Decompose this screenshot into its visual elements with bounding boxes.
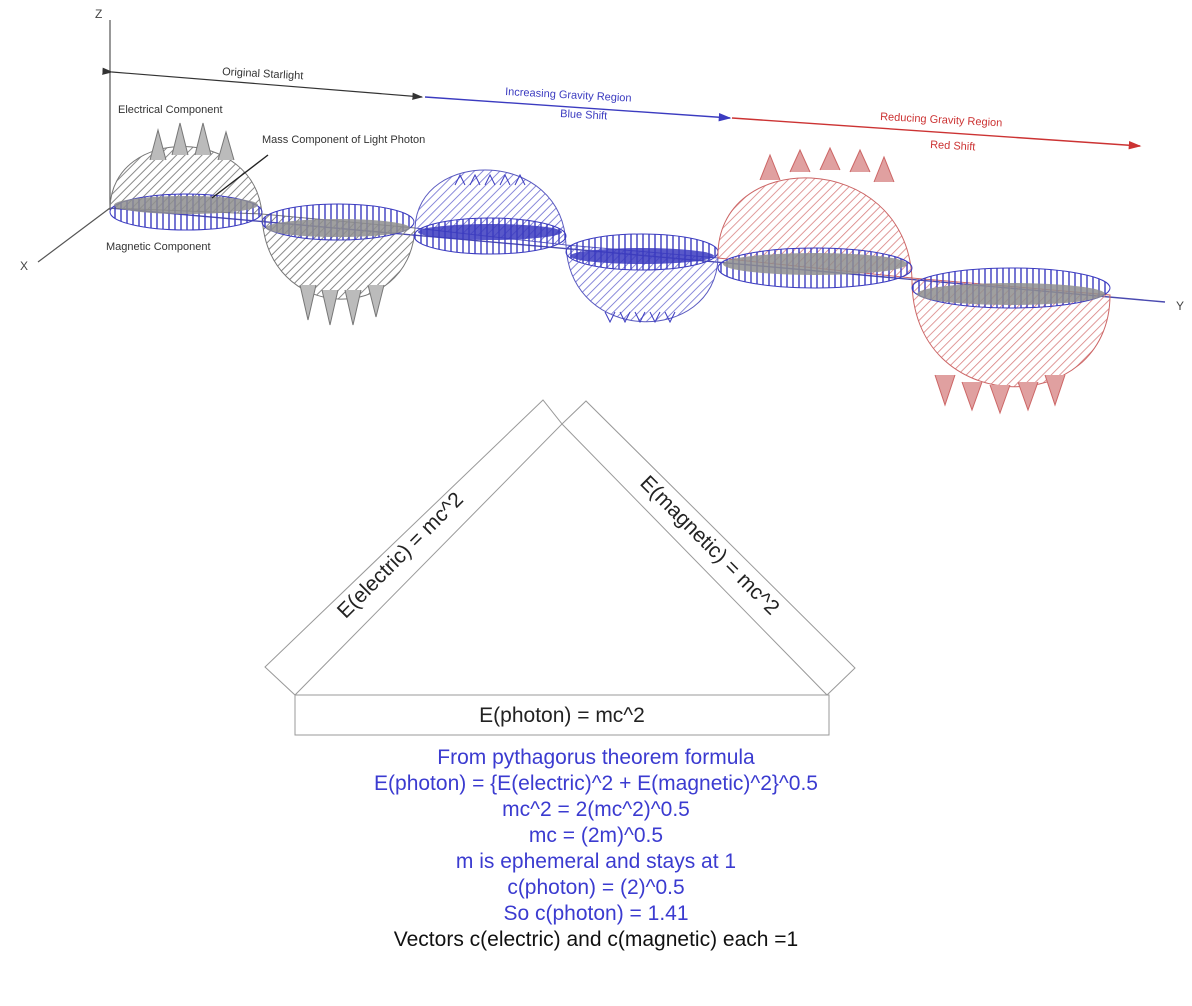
red-mass-disc-2 bbox=[917, 283, 1105, 305]
formula-line-6: c(photon) = (2)^0.5 bbox=[507, 876, 685, 899]
red-shift-wave-lobes bbox=[717, 146, 1111, 415]
blue-shift-wave-lobes bbox=[413, 169, 719, 324]
gray-spikes-down bbox=[299, 284, 385, 326]
magnetic-energy-label: E(magnetic) = mc^2 bbox=[635, 471, 783, 619]
blue-shift-label: Blue Shift bbox=[560, 108, 608, 122]
x-axis bbox=[37, 207, 111, 263]
original-starlight-arrow bbox=[102, 67, 424, 100]
y-axis-label: Y bbox=[1176, 299, 1184, 313]
x-axis-label: X bbox=[20, 259, 28, 273]
gray-spikes-up bbox=[149, 122, 235, 161]
red-shift-label: Red Shift bbox=[930, 139, 976, 153]
formula-line-2: E(photon) = {E(electric)^2 + E(magnetic)… bbox=[374, 772, 818, 795]
blue-shift-arrow bbox=[424, 96, 732, 122]
blue-mass-disc-1 bbox=[418, 224, 562, 240]
magnetic-component-label: Magnetic Component bbox=[106, 241, 211, 253]
blue-spikes-down bbox=[604, 311, 676, 324]
z-axis-label: Z bbox=[95, 7, 102, 21]
formula-line-5: m is ephemeral and stays at 1 bbox=[455, 850, 737, 873]
electrical-component-label: Electrical Component bbox=[118, 104, 223, 116]
formula-derivation: From pythagorus theorem formula E(photon… bbox=[0, 745, 1192, 953]
formula-line-7: So c(photon) = 1.41 bbox=[503, 902, 689, 925]
reducing-gravity-label: Reducing Gravity Region bbox=[880, 111, 1003, 129]
blue-mass-disc-2 bbox=[570, 248, 714, 264]
component-labels: Electrical Component Mass Component of L… bbox=[106, 104, 425, 253]
formula-line-8: Vectors c(electric) and c(magnetic) each… bbox=[393, 928, 799, 951]
formula-line-4: mc = (2m)^0.5 bbox=[528, 824, 664, 847]
gray-mass-disc-2 bbox=[266, 219, 410, 237]
red-spikes-down bbox=[934, 374, 1066, 415]
mass-label-pointer bbox=[211, 154, 269, 199]
triangle-base-band bbox=[294, 694, 830, 736]
blue-spikes-up bbox=[454, 173, 526, 186]
formula-line-3: mc^2 = 2(mc^2)^0.5 bbox=[502, 798, 690, 821]
red-shift-arrow bbox=[731, 117, 1142, 150]
red-mass-disc-1 bbox=[723, 253, 907, 275]
formula-line-1: From pythagorus theorem formula bbox=[437, 746, 755, 769]
photon-energy-label: E(photon) = mc^2 bbox=[479, 704, 645, 727]
mass-component-label: Mass Component of Light Photon bbox=[262, 134, 425, 146]
red-spikes-up bbox=[759, 146, 895, 183]
increasing-gravity-label: Increasing Gravity Region bbox=[505, 86, 632, 105]
gray-mass-disc-1 bbox=[114, 196, 258, 214]
original-wave-lobes bbox=[109, 122, 416, 326]
triangle-right-band bbox=[561, 400, 856, 696]
electric-energy-label: E(electric) = mc^2 bbox=[333, 488, 468, 623]
energy-triangle: E(electric) = mc^2 E(magnetic) = mc^2 E(… bbox=[264, 399, 856, 736]
original-starlight-label: Original Starlight bbox=[222, 66, 304, 82]
